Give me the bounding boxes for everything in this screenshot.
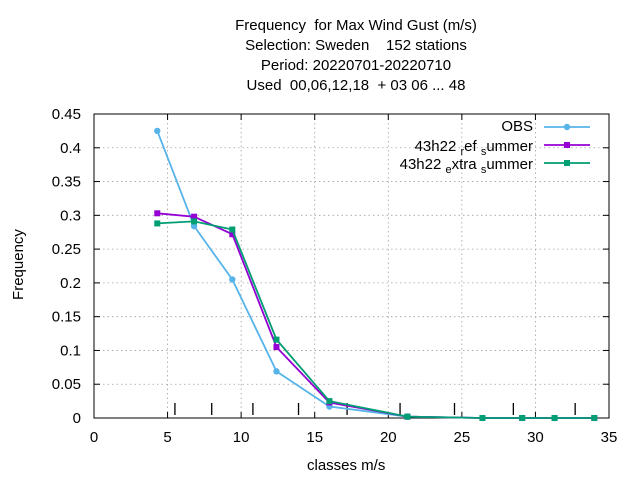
y-tick-label: 0.3 — [60, 207, 81, 224]
x-tick-label: 30 — [527, 429, 544, 446]
series-line-1 — [157, 212, 595, 419]
y-tick-label: 0.15 — [52, 309, 81, 326]
data-point-2 — [591, 415, 598, 421]
series-lines — [154, 127, 598, 422]
legend-ref-part-1: 43h22 — [414, 138, 461, 155]
title-line-4: Used 00,06,12,18 + 03 06 ... 48 — [246, 77, 466, 94]
x-tick-label: 0 — [90, 429, 98, 446]
legend-label-obs: OBS — [501, 118, 533, 135]
data-point-2 — [404, 413, 411, 420]
legend-ref-sub-2: s — [480, 146, 487, 158]
axis-ticks: 0 5 10 15 20 25 30 35 0 0.05 0.1 0.15 0.2 0.25 0.3 0.35… — [52, 106, 618, 446]
data-point-2 — [154, 220, 161, 227]
legend-sample-marker-2 — [564, 160, 570, 166]
x-tick-label: 15 — [306, 429, 323, 446]
y-tick-label: 0.4 — [60, 140, 81, 157]
class-boundary-marks — [174, 403, 576, 415]
y-tick-label: 0.05 — [52, 376, 81, 393]
legend-ref-part-3: ummer — [486, 138, 533, 155]
title-line-2: Selection: Sweden 152 stations — [245, 37, 467, 54]
data-point-2 — [273, 336, 280, 343]
data-point-2 — [229, 226, 236, 233]
title-line-3: Period: 20220701-20220710 — [260, 57, 452, 74]
legend-samples — [544, 123, 590, 166]
data-point-0 — [190, 222, 198, 230]
legend-extra-part-3: ummer — [486, 156, 533, 173]
x-tick-label: 10 — [233, 429, 250, 446]
legend-extra-part-2: xtra — [451, 156, 481, 173]
x-tick-label: 25 — [454, 429, 471, 446]
legend-ref-sub-1: r — [460, 146, 465, 158]
y-tick-label: 0 — [73, 410, 81, 427]
data-point-2 — [326, 398, 333, 405]
legend-sample-marker-0 — [563, 123, 571, 131]
y-tick-label: 0.35 — [52, 174, 81, 191]
data-point-2 — [191, 218, 198, 225]
x-tick-label: 5 — [163, 429, 171, 446]
data-point-1 — [191, 213, 198, 220]
data-point-1 — [154, 210, 161, 217]
title-line-1: Frequency for Max Wind Gust (m/s) — [235, 17, 477, 34]
data-point-2 — [519, 415, 526, 421]
y-axis-label: Frequency — [9, 229, 27, 300]
legend-extra-sub-2: s — [480, 164, 487, 176]
data-point-2 — [479, 415, 486, 421]
x-tick-label: 35 — [601, 429, 618, 446]
y-tick-label: 0.25 — [52, 241, 81, 258]
plot-border — [93, 113, 610, 419]
y-tick-label: 0.2 — [60, 275, 81, 292]
x-axis-label: classes m/s — [307, 457, 386, 474]
data-point-1 — [229, 231, 236, 238]
data-point-0 — [273, 368, 280, 375]
x-tick-label: 20 — [380, 429, 397, 446]
legend-extra-part-1: 43h22 — [399, 156, 446, 173]
data-point-1 — [273, 344, 280, 351]
y-tick-label: 0.1 — [60, 342, 81, 359]
data-point-2 — [551, 415, 558, 421]
legend-ref-part-2: ef — [464, 138, 481, 155]
data-point-0 — [154, 127, 161, 135]
series-line-2 — [157, 220, 595, 419]
data-point-0 — [229, 276, 236, 283]
legend-label-extra: 43h22 extra summer — [400, 156, 533, 176]
legend-label-ref: 43h22 ref summer — [415, 138, 533, 158]
legend-extra-sub-1: e — [445, 164, 452, 176]
legend-sample-marker-1 — [564, 142, 570, 148]
plot-frame — [93, 113, 610, 419]
y-tick-label: 0.45 — [52, 106, 81, 123]
